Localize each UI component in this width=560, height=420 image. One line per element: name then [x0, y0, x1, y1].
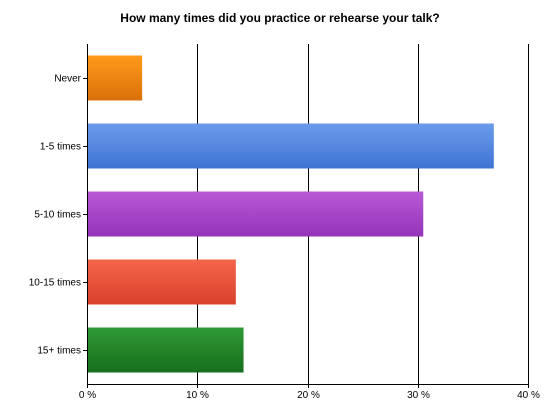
- bar: [88, 55, 143, 101]
- y-tick-label: 1-5 times: [40, 142, 81, 153]
- bar: [88, 123, 494, 169]
- chart-title: How many times did you practice or rehea…: [120, 11, 440, 25]
- x-tick-label: 10 %: [186, 390, 209, 401]
- x-tick-label: 20 %: [297, 390, 320, 401]
- y-tick-label: Never: [54, 74, 81, 85]
- y-tick-label: 10-15 times: [29, 278, 81, 289]
- x-tick-label: 40 %: [517, 390, 540, 401]
- y-tick-label: 5-10 times: [34, 210, 81, 221]
- x-tick-label: 30 %: [407, 390, 430, 401]
- bar: [88, 259, 236, 305]
- x-tick-label: 0 %: [79, 390, 96, 401]
- y-tick-label: 15+ times: [37, 346, 81, 357]
- bar: [88, 327, 244, 373]
- bar: [88, 191, 424, 237]
